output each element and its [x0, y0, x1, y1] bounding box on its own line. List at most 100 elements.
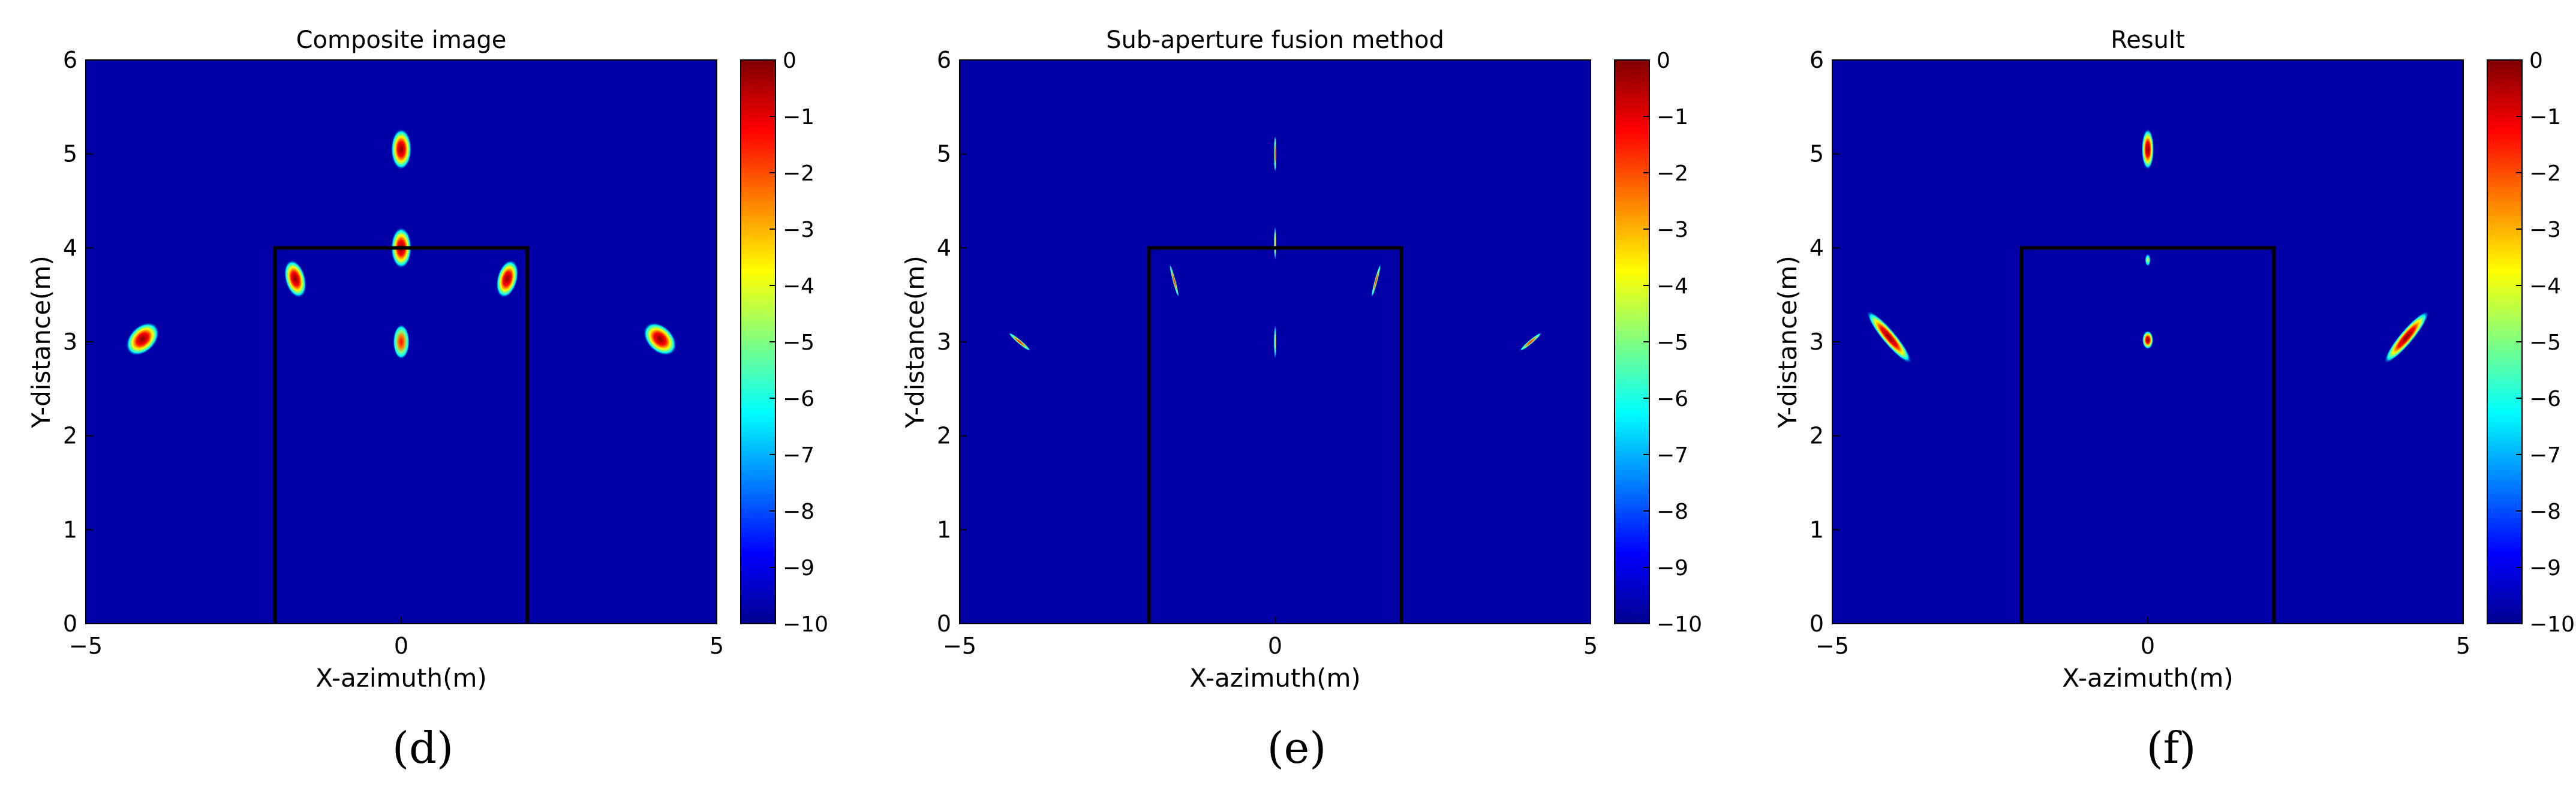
target-blob — [1273, 225, 1277, 261]
colorbar-tick-label: −4 — [2529, 274, 2561, 299]
chart-title: Composite image — [296, 26, 507, 54]
colorbar-tick-label: −6 — [1657, 387, 1688, 411]
colorbar-tick-label: −4 — [783, 274, 814, 299]
target-blob — [2145, 254, 2151, 267]
colorbar-tick-label: −7 — [1657, 443, 1688, 468]
target-blob — [1273, 324, 1277, 360]
x-tick-label: 5 — [2456, 633, 2470, 659]
caption-d: (d) — [392, 723, 454, 773]
y-tick-label: 5 — [937, 141, 951, 167]
caption-e: (e) — [1267, 723, 1327, 773]
colorbar-tick-label: −6 — [783, 387, 814, 411]
chart-title: Result — [2111, 26, 2185, 54]
room-box — [273, 246, 530, 624]
colorbar-tick-label: −1 — [2529, 105, 2561, 130]
colorbar-tick-label: −2 — [1657, 161, 1688, 186]
y-tick-label: 6 — [1809, 47, 1824, 73]
colorbar-tick-label: −4 — [1657, 274, 1688, 299]
colorbar-tick-label: −9 — [783, 556, 814, 581]
y-tick-label: 2 — [937, 423, 951, 449]
x-tick-label: 0 — [1268, 633, 1282, 659]
chart-panel: Result−5 0 50123456X-azimuth(m)Y-distance(… — [1773, 26, 2575, 693]
y-tick-label: 0 — [1809, 610, 1824, 637]
y-axis-label: Y-distance(m) — [900, 255, 930, 428]
x-tick-label: −5 — [1815, 633, 1849, 659]
colorbar-tick-label: −3 — [783, 218, 814, 242]
colorbar-tick-label: −8 — [1657, 500, 1688, 524]
y-tick-label: 3 — [63, 329, 77, 355]
x-axis-label: X-azimuth(m) — [1189, 663, 1361, 693]
y-tick-label: 0 — [937, 610, 951, 637]
colorbar-tick-label: −5 — [783, 330, 814, 355]
y-axis-label: Y-distance(m) — [1773, 255, 1802, 428]
target-blob — [2383, 310, 2429, 364]
y-tick-label: 4 — [937, 234, 951, 261]
chart-panel: Composite image−5 0 50123456X-azimuth(m)Y-… — [26, 26, 828, 693]
colorbar-tick-label: −9 — [1657, 556, 1688, 581]
colorbar-tick-label: −10 — [2529, 612, 2575, 637]
y-tick-label: 1 — [1809, 516, 1824, 543]
target-blob — [393, 324, 410, 360]
colorbar-tick-label: −10 — [783, 612, 828, 637]
x-tick-label: 5 — [710, 633, 724, 659]
y-tick-label: 4 — [1809, 234, 1824, 261]
target-blob — [390, 128, 412, 170]
room-box — [1147, 246, 1403, 624]
target-blob — [1273, 135, 1277, 173]
y-tick-label: 6 — [63, 47, 77, 73]
y-tick-label: 6 — [937, 47, 951, 73]
y-tick-label: 5 — [63, 141, 77, 167]
colorbar-tick-label: −3 — [2529, 218, 2561, 242]
colorbar-tick-label: −7 — [783, 443, 814, 468]
y-tick-label: 1 — [63, 516, 77, 543]
colorbar-tick-label: −8 — [783, 500, 814, 524]
colorbar-tick-label: −6 — [2529, 387, 2561, 411]
target-blob — [643, 322, 677, 356]
y-tick-label: 1 — [937, 516, 951, 543]
colorbar-tick-label: −7 — [2529, 443, 2561, 468]
colorbar-tick-label: −10 — [1657, 612, 1702, 637]
target-blob — [1866, 310, 1912, 364]
target-blob — [284, 260, 307, 298]
colorbar-tick-label: 0 — [2529, 49, 2543, 73]
colorbar-tick-label: −2 — [783, 161, 814, 186]
target-blob — [125, 322, 160, 356]
x-tick-label: −5 — [943, 633, 976, 659]
x-tick-label: 5 — [1583, 633, 1598, 659]
room-box — [2019, 246, 2276, 624]
x-axis-label: X-azimuth(m) — [2062, 663, 2234, 693]
x-tick-label: 0 — [2141, 633, 2155, 659]
target-blob — [2141, 128, 2154, 170]
caption-f: (f) — [2146, 723, 2196, 773]
target-blob — [1008, 332, 1031, 351]
colorbar-tick-label: −3 — [1657, 218, 1688, 242]
target-blob — [495, 260, 519, 298]
colorbar-tick-label: −8 — [2529, 500, 2561, 524]
x-tick-label: −5 — [69, 633, 103, 659]
y-tick-label: 0 — [63, 610, 77, 637]
colorbar-tick-label: −2 — [2529, 161, 2561, 186]
x-axis-label: X-azimuth(m) — [315, 663, 487, 693]
target-blob — [1519, 332, 1542, 351]
colorbar-tick-label: −1 — [783, 105, 814, 130]
colorbar-tick-label: 0 — [783, 49, 796, 73]
y-axis-label: Y-distance(m) — [26, 255, 56, 428]
y-tick-label: 3 — [1809, 329, 1824, 355]
target-blob — [2142, 330, 2154, 350]
y-tick-label: 2 — [1809, 423, 1824, 449]
target-blob — [1371, 263, 1381, 298]
colorbar-tick-label: −1 — [1657, 105, 1688, 130]
colorbar-tick-label: −9 — [2529, 556, 2561, 581]
y-tick-label: 5 — [1809, 141, 1824, 167]
chart-panel: Sub-aperture fusion method−5 0 50123456X-a… — [900, 26, 1702, 693]
target-blob — [1169, 263, 1179, 298]
x-tick-label: 0 — [394, 633, 408, 659]
y-tick-label: 3 — [937, 329, 951, 355]
chart-title: Sub-aperture fusion method — [1106, 26, 1444, 54]
y-tick-label: 2 — [63, 423, 77, 449]
colorbar-tick-label: −5 — [1657, 330, 1688, 355]
y-tick-label: 4 — [63, 234, 77, 261]
colorbar-tick-label: 0 — [1657, 49, 1670, 73]
colorbar-tick-label: −5 — [2529, 330, 2561, 355]
